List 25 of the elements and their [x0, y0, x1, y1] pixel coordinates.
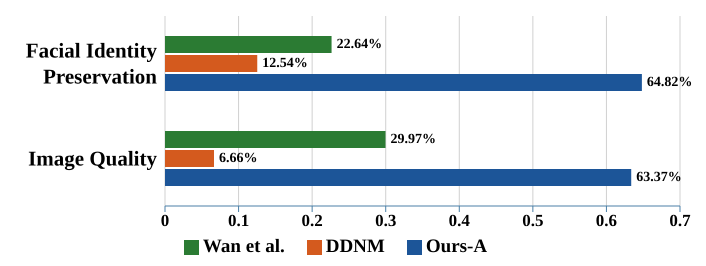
x-tick-label: 0.3	[375, 211, 396, 230]
legend-label: DDNM	[326, 236, 385, 257]
legend-label: Wan et al.	[202, 236, 285, 257]
data-label: 12.54%	[262, 56, 308, 71]
bar	[165, 169, 632, 186]
data-label: 64.82%	[646, 75, 692, 90]
x-tick-label: 0.1	[228, 211, 250, 230]
bar	[165, 131, 386, 148]
x-tick-label: 0.6	[596, 211, 618, 230]
data-label: 29.97%	[390, 132, 436, 147]
data-label: 63.37%	[636, 170, 682, 185]
data-label: 22.64%	[336, 37, 382, 52]
x-tick-label: 0.4	[448, 211, 470, 230]
y-tick-label: Image Quality	[28, 146, 158, 170]
x-tick-label: 0.2	[302, 211, 323, 230]
bar	[165, 36, 332, 53]
y-tick-label: Facial Identity Preservation	[26, 38, 158, 88]
x-tick-label: 0.7	[669, 211, 692, 230]
bar	[165, 150, 214, 167]
bar	[165, 74, 642, 91]
x-tick-label: 0	[160, 211, 170, 230]
bar	[165, 55, 258, 72]
x-tick-label: 0.5	[522, 211, 544, 230]
data-label: 6.66%	[219, 151, 258, 166]
legend-label: Ours-A	[426, 236, 488, 257]
